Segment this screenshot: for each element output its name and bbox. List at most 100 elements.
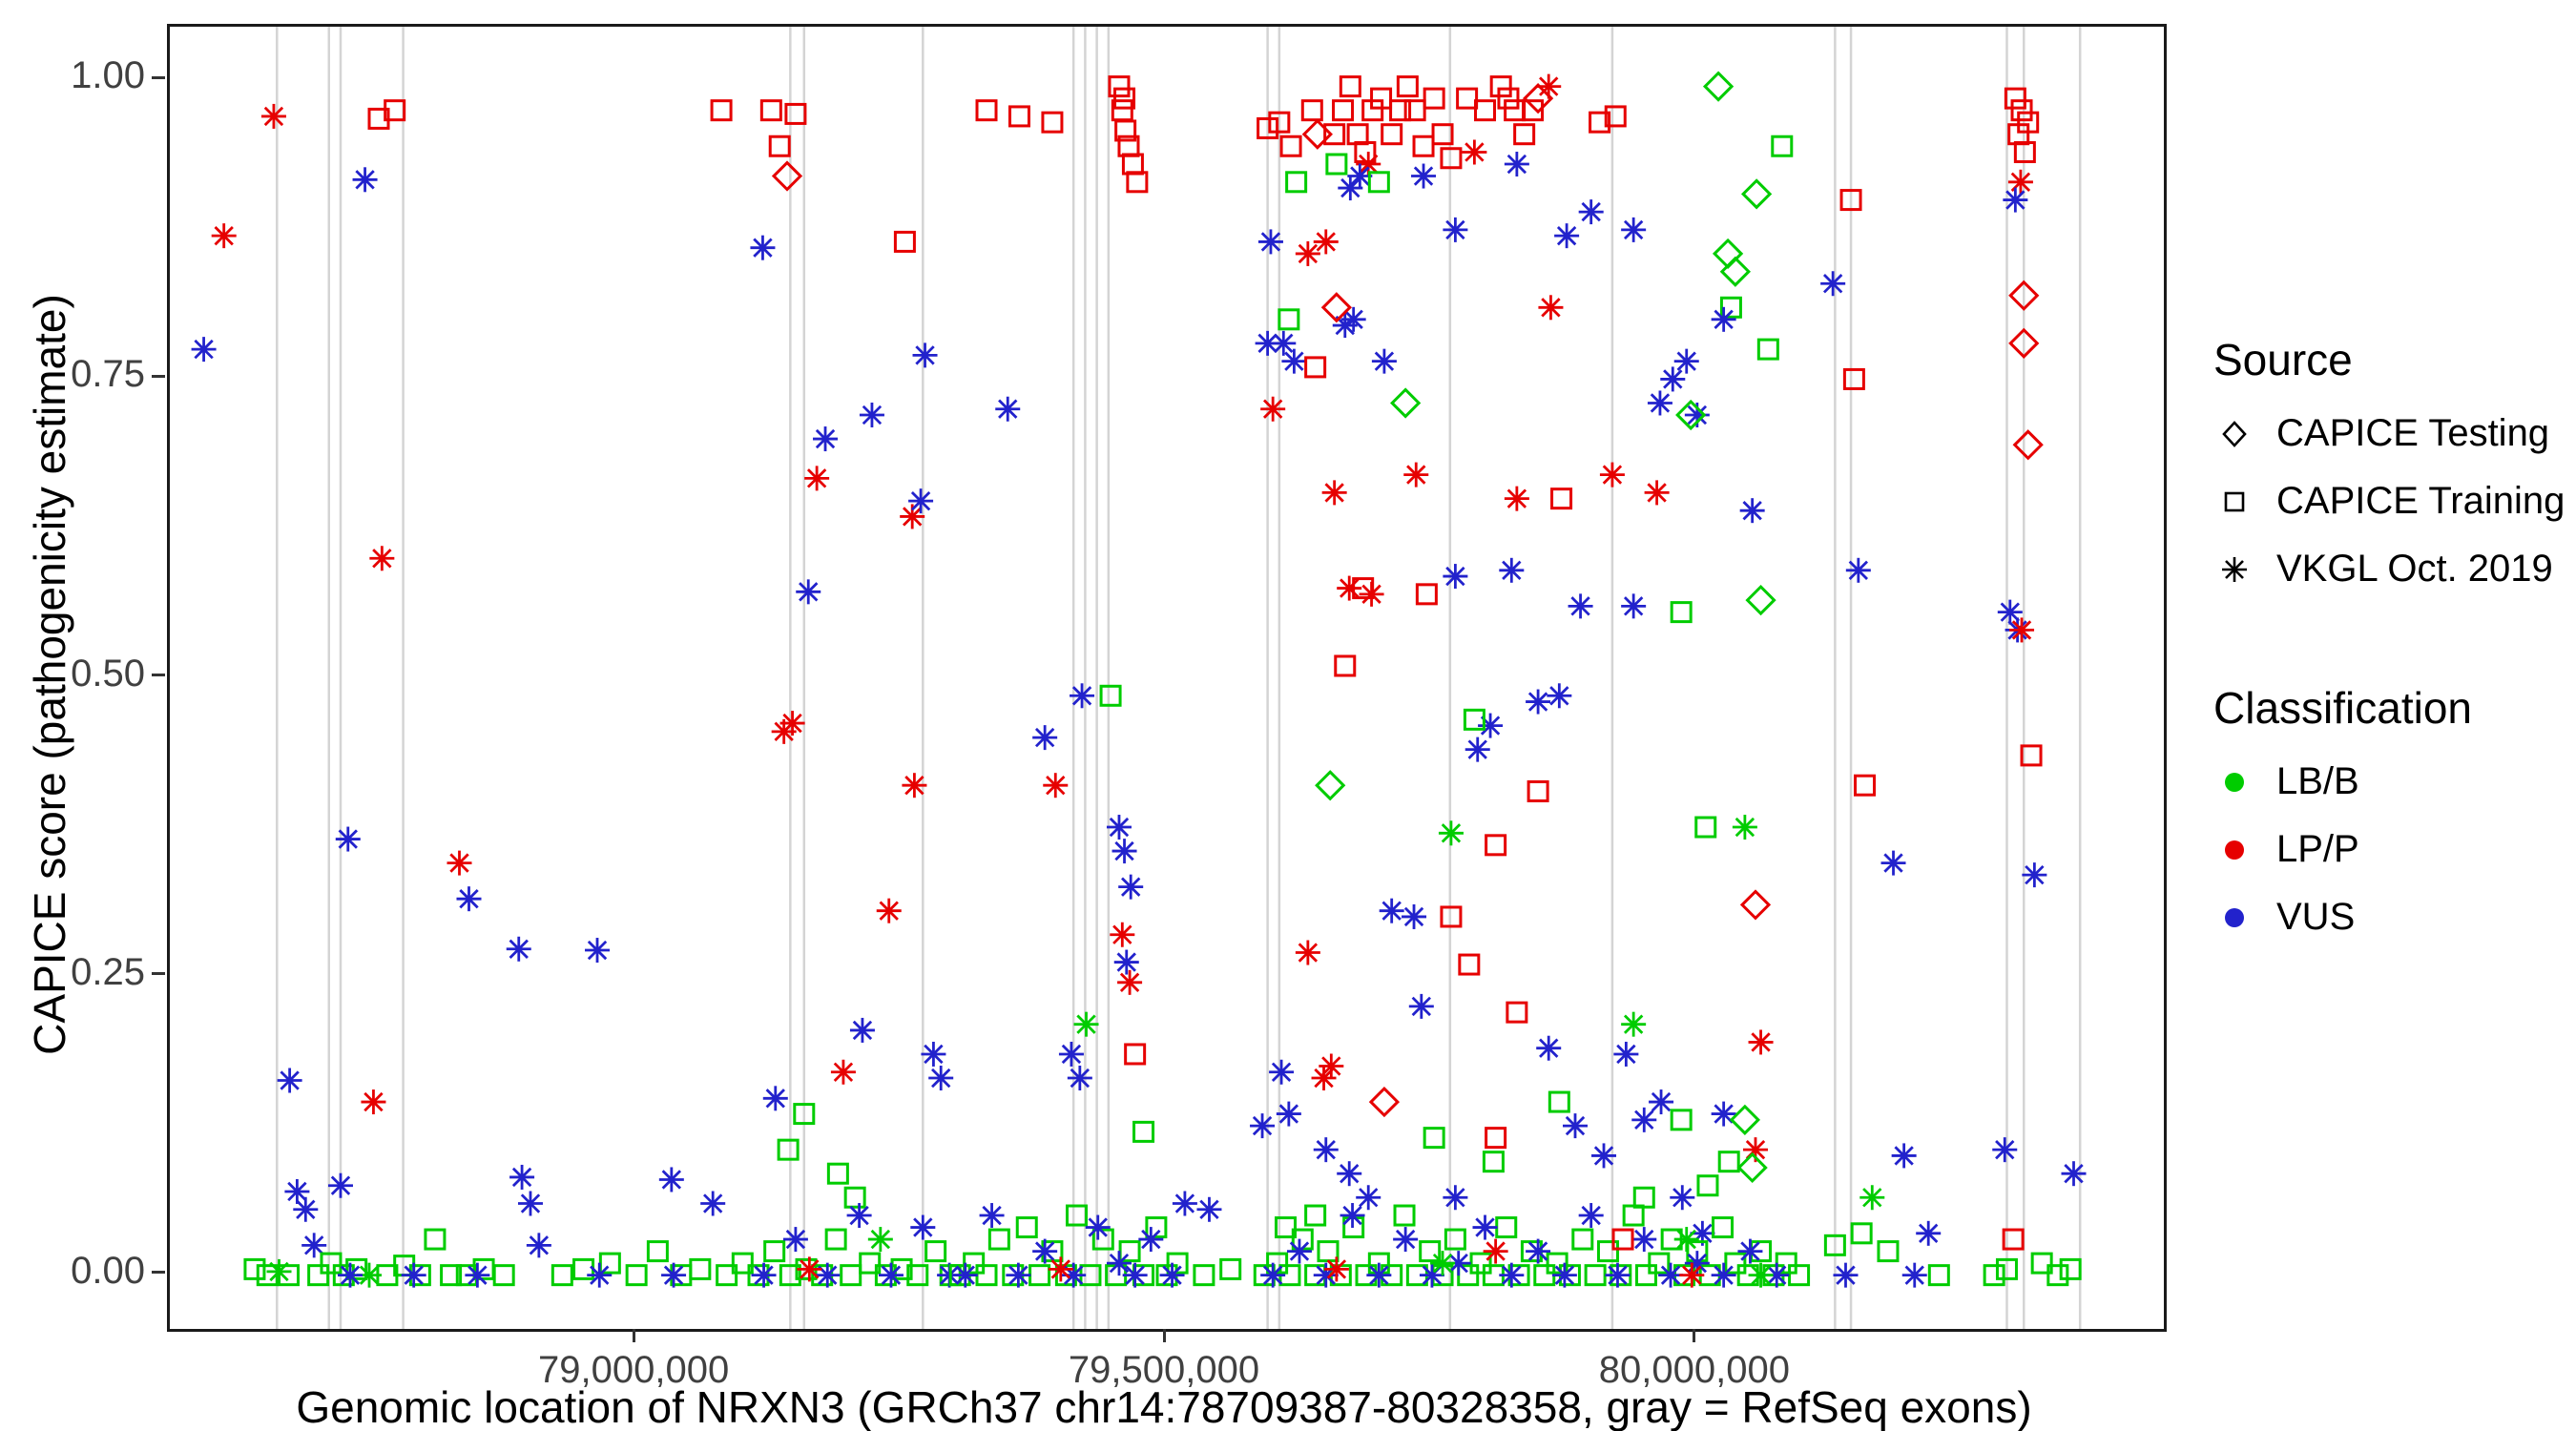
data-point <box>793 1103 816 1126</box>
data-point <box>1548 1090 1570 1113</box>
x-tick-label: 79,000,000 <box>538 1349 730 1391</box>
x-tick-mark <box>1162 1329 1166 1342</box>
data-point <box>1632 1186 1655 1209</box>
data-point <box>1842 367 1865 390</box>
data-point <box>1319 1053 1344 1079</box>
data-point <box>1717 1151 1740 1173</box>
data-point <box>1472 1214 1498 1240</box>
square-icon <box>2224 491 2245 511</box>
data-point <box>1172 1191 1197 1216</box>
data-point <box>1193 1264 1215 1287</box>
red-dot-icon <box>2225 840 2244 860</box>
data-point <box>1122 1262 1148 1288</box>
data-point <box>1271 330 1297 356</box>
data-point <box>352 167 378 193</box>
data-point <box>1711 306 1736 332</box>
data-point <box>1563 1113 1589 1139</box>
data-point <box>1099 684 1122 707</box>
data-point <box>1440 905 1463 928</box>
data-point <box>1159 1262 1185 1288</box>
diamond-icon <box>2222 420 2247 447</box>
data-point <box>1854 774 1876 797</box>
data-point <box>1482 1151 1505 1173</box>
data-point <box>1611 1228 1634 1251</box>
data-point <box>840 1264 862 1287</box>
data-point <box>1648 1252 1671 1275</box>
data-point <box>830 1059 856 1085</box>
data-point <box>2003 187 2028 213</box>
data-point <box>2009 617 2035 643</box>
data-point <box>1367 171 1390 194</box>
y-tick-mark <box>152 374 165 378</box>
data-point <box>361 1089 386 1115</box>
data-point <box>1649 1089 1674 1115</box>
data-point <box>924 1240 947 1263</box>
data-point <box>1313 1137 1339 1163</box>
data-point <box>1647 390 1672 416</box>
data-point <box>1850 1222 1873 1245</box>
data-point <box>859 402 884 427</box>
data-point <box>1196 1196 1222 1222</box>
data-point <box>906 1264 929 1287</box>
data-point <box>2008 280 2040 311</box>
data-point <box>1443 1185 1468 1211</box>
data-point <box>859 1252 882 1275</box>
data-point <box>1058 1041 1084 1067</box>
data-point <box>1729 1104 1761 1135</box>
data-point <box>1124 1043 1147 1066</box>
data-point <box>777 1138 800 1161</box>
data-point <box>1644 480 1670 506</box>
data-point <box>1992 1137 2018 1163</box>
data-point <box>902 773 927 798</box>
data-point <box>1538 295 1564 321</box>
data-point <box>1880 850 1906 876</box>
data-point <box>1323 123 1346 146</box>
data-point <box>731 1252 754 1275</box>
data-point <box>1352 577 1375 600</box>
legend-item-label: LB/B <box>2276 760 2359 802</box>
data-point <box>768 135 791 157</box>
data-point <box>1347 163 1373 189</box>
data-point <box>1995 1257 2018 1280</box>
data-point <box>1463 708 1485 731</box>
data-point <box>1696 1174 1719 1197</box>
data-point <box>1219 1257 1242 1280</box>
data-point <box>1546 1252 1568 1275</box>
data-point <box>1891 1143 1917 1169</box>
data-point <box>1370 87 1393 110</box>
data-point <box>1483 1238 1508 1264</box>
data-point <box>759 99 782 122</box>
data-point <box>384 99 406 122</box>
data-point <box>846 1203 872 1229</box>
data-point <box>1621 593 1647 619</box>
x-tick-mark <box>632 1329 635 1342</box>
data-point <box>1745 584 1776 616</box>
data-point <box>1257 229 1283 255</box>
data-point <box>1366 1262 1392 1288</box>
data-point <box>2059 1257 2082 1280</box>
data-point <box>1547 683 1572 709</box>
data-point <box>526 1233 551 1258</box>
data-point <box>243 1257 266 1280</box>
data-point <box>876 898 902 923</box>
data-point <box>1106 1251 1132 1276</box>
data-point <box>1041 111 1064 134</box>
legend-item-label: LP/P <box>2276 828 2359 870</box>
data-point <box>1495 1216 1518 1239</box>
data-point <box>1403 99 1426 122</box>
legend-classification-title: Classification <box>2213 683 2472 733</box>
data-point <box>1613 1041 1639 1067</box>
legend-classification-group: Classification LB/B LP/P VUS <box>2213 682 2566 939</box>
data-point <box>815 1262 841 1288</box>
plot-panel <box>167 24 2167 1332</box>
data-point <box>506 936 531 962</box>
y-tick-mark <box>152 1271 165 1275</box>
y-tick-label: 0.75 <box>71 353 145 396</box>
legend-item-label: VUS <box>2276 896 2356 938</box>
data-point <box>1337 1161 1362 1187</box>
data-point <box>1599 462 1625 487</box>
data-point <box>849 1017 875 1043</box>
data-point <box>1983 1264 2005 1287</box>
data-point <box>1820 271 1846 297</box>
data-point <box>307 1264 330 1287</box>
